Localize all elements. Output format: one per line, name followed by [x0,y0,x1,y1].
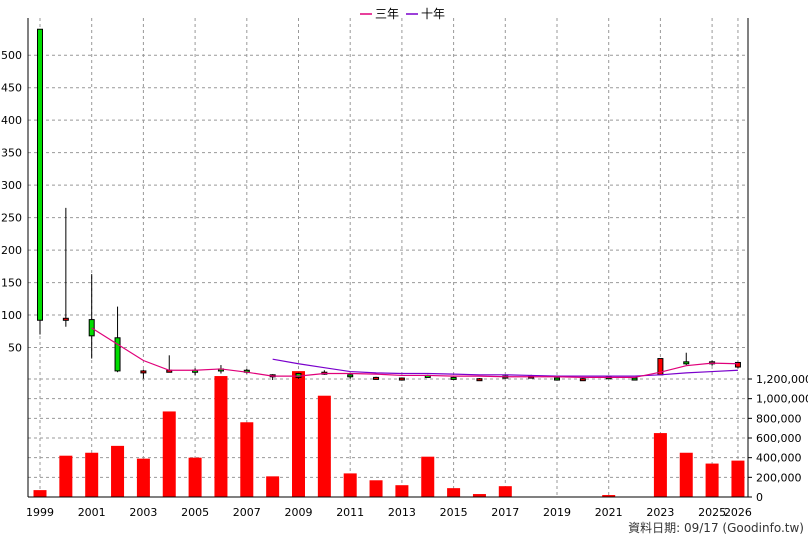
year-tick-label: 2011 [336,506,364,519]
year-tick-label: 2026 [724,506,752,519]
volume-bar [421,456,435,497]
volume-bars [33,371,745,498]
year-tick-label: 2009 [285,506,313,519]
volume-bar [705,463,719,497]
grid [28,18,748,498]
year-tick-label: 2007 [233,506,261,519]
candle-body [450,376,457,380]
candle-body [579,378,586,382]
year-tick-label: 1999 [26,506,54,519]
legend-label: 十年 [421,7,445,21]
volume-bar [240,422,254,497]
axes: 50 100 150 200 250 300 350 400 450 500 0 200,000 400… [1,18,808,519]
price-tick-label: 350 [1,147,22,160]
ten-year-average-line [272,358,738,377]
year-tick-label: 2023 [646,506,674,519]
volume-tick-label: 200,000 [756,471,802,484]
volume-bar [33,490,47,497]
candle-body [476,378,483,382]
volume-bar [472,494,486,497]
candles [37,28,741,382]
volume-bar [266,476,280,497]
volume-bar [679,452,693,497]
price-tick-label: 250 [1,212,22,225]
candle-body [140,370,147,374]
moving-averages [91,327,738,379]
data-source-credit: 資料日期: 09/17 (Goodinfo.tw) [628,521,804,535]
price-tick-label: 50 [8,342,22,355]
year-tick-label: 2005 [181,506,209,519]
volume-tick-label: 1,200,000 [756,373,808,386]
candle-body [88,319,95,337]
price-tick-label: 400 [1,114,22,127]
year-tick-label: 2013 [388,506,416,519]
candle-body [347,374,354,378]
volume-bar [292,371,305,497]
price-tick-label: 150 [1,277,22,290]
volume-tick-label: 600,000 [756,432,802,445]
volume-bar [731,460,745,497]
candle-body [114,337,121,372]
candle-body [554,377,560,381]
volume-bar [498,486,512,497]
volume-bar [111,445,125,497]
volume-bar [653,433,667,497]
legend: 三年 十年 [360,7,445,21]
candle-body [373,376,380,380]
volume-bar [188,457,202,497]
three-year-average-line [91,327,738,379]
volume-bar [85,452,99,497]
volume-bar [343,473,357,497]
volume-bar [214,376,228,497]
candle-body [398,377,405,381]
year-tick-label: 2003 [129,506,157,519]
legend-label: 三年 [375,7,399,21]
volume-bar [317,395,331,497]
price-tick-label: 200 [1,244,22,257]
volume-tick-label: 400,000 [756,452,802,465]
price-tick-label: 500 [1,49,22,62]
volume-bar [59,455,73,497]
volume-tick-label: 1,000,000 [756,393,808,406]
volume-bar [447,488,461,497]
year-tick-label: 2017 [491,506,519,519]
year-tick-label: 2019 [543,506,571,519]
price-tick-label: 100 [1,309,22,322]
volume-bar [395,485,409,497]
volume-bar [602,495,616,497]
candle-body [683,361,690,365]
candle-body [734,361,741,368]
year-tick-label: 2025 [698,506,726,519]
price-tick-label: 300 [1,179,22,192]
candle-body [62,317,69,321]
volume-tick-label: 800,000 [756,412,802,425]
year-tick-label: 2015 [440,506,468,519]
candle-body [631,377,638,381]
year-tick-label: 2001 [78,506,106,519]
year-tick-label: 2021 [595,506,623,519]
volume-bar [369,480,383,497]
candle-body [37,28,43,321]
volume-tick-label: 0 [756,491,763,504]
volume-bar [162,411,176,497]
volume-bar [136,458,150,497]
price-tick-label: 450 [1,82,22,95]
